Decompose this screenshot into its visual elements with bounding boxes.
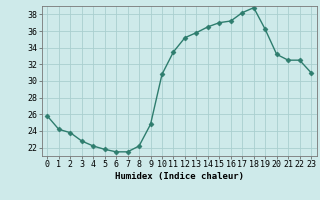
X-axis label: Humidex (Indice chaleur): Humidex (Indice chaleur) bbox=[115, 172, 244, 181]
